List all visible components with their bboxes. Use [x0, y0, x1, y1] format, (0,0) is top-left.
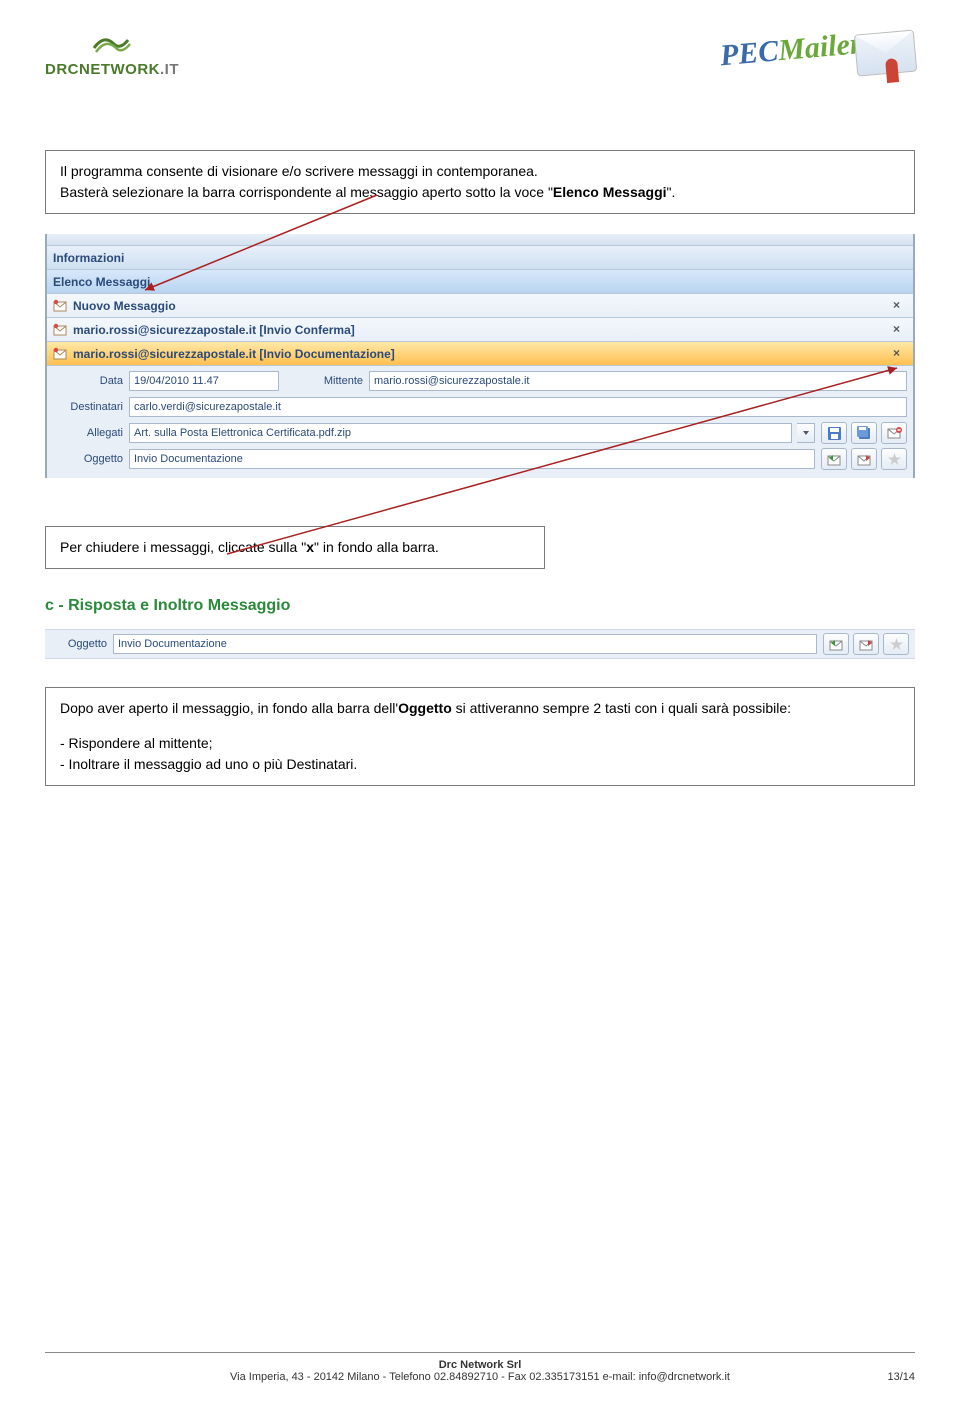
toolbar-strip	[47, 234, 913, 246]
info-box-2: Per chiudere i messaggi, cliccate sulla …	[45, 526, 545, 569]
row-oggetto: Oggetto Invio Documentazione	[47, 446, 913, 472]
close-icon[interactable]: ×	[893, 346, 907, 360]
row-data-mittente: Data 19/04/2010 11.47 Mittente mario.ros…	[47, 368, 913, 394]
field-destinatari: carlo.verdi@sicurezapostale.it	[129, 397, 907, 417]
label-informazioni: Informazioni	[53, 251, 124, 265]
row-destinatari: Destinatari carlo.verdi@sicurezapostale.…	[47, 394, 913, 420]
close-icon[interactable]: ×	[893, 322, 907, 336]
field-oggetto: Invio Documentazione	[129, 449, 815, 469]
label-tab-conferma: mario.rossi@sicurezzapostale.it [Invio C…	[73, 323, 355, 337]
row-informazioni[interactable]: Informazioni	[47, 246, 913, 270]
footer-company: Drc Network Srl	[45, 1359, 915, 1371]
logo-suffix: .IT	[160, 61, 179, 78]
box1-line2c: ".	[667, 184, 676, 200]
box2-b: x	[306, 539, 314, 555]
label-nuovo: Nuovo Messaggio	[73, 299, 176, 313]
page-footer: Drc Network Srl Via Imperia, 43 - 20142 …	[45, 1352, 915, 1383]
field-mittente: mario.rossi@sicurezzapostale.it	[369, 371, 907, 391]
label-tab-doc: mario.rossi@sicurezzapostale.it [Invio D…	[73, 347, 395, 361]
box3-a: Dopo aver aperto il messaggio, in fondo …	[60, 700, 398, 716]
reply-button[interactable]	[821, 448, 847, 470]
logo-text: DRCNETWORK	[45, 61, 160, 78]
oggetto-bar: Oggetto Invio Documentazione	[45, 629, 915, 659]
star-button[interactable]	[881, 448, 907, 470]
box2-a: Per chiudere i messaggi, cliccate sulla …	[60, 539, 306, 555]
box1-line1: Il programma consente di visionare e/o s…	[60, 163, 538, 179]
message-details: Data 19/04/2010 11.47 Mittente mario.ros…	[47, 366, 913, 478]
info-box-1: Il programma consente di visionare e/o s…	[45, 150, 915, 214]
label-destinatari: Destinatari	[53, 401, 123, 413]
pecmailer-logo: PECMailer	[718, 12, 918, 89]
label-oggetto-2: Oggetto	[51, 638, 107, 650]
field-data: 19/04/2010 11.47	[129, 371, 279, 391]
field-oggetto-2: Invio Documentazione	[113, 634, 817, 654]
forward-button[interactable]	[853, 633, 879, 655]
new-message-icon	[53, 299, 67, 313]
save-all-button[interactable]	[851, 422, 877, 444]
box3-c: si attiveranno sempre 2 tasti con i qual…	[452, 700, 791, 716]
logo-mailer: Mailer	[777, 27, 863, 67]
delete-attachment-button[interactable]	[881, 422, 907, 444]
forward-button[interactable]	[851, 448, 877, 470]
logo-pec: PEC	[719, 34, 780, 72]
label-oggetto: Oggetto	[53, 453, 123, 465]
close-icon[interactable]: ×	[893, 298, 907, 312]
mail-panel: Informazioni Elenco Messaggi Nuovo Messa…	[45, 234, 915, 478]
box3-b: Oggetto	[398, 700, 452, 716]
row-tab-conferma[interactable]: mario.rossi@sicurezzapostale.it [Invio C…	[47, 318, 913, 342]
label-elenco: Elenco Messaggi	[53, 275, 150, 289]
box1-line2a: Basterà selezionare la barra corrisponde…	[60, 184, 553, 200]
page-header: DRCNETWORK.IT PECMailer	[45, 20, 915, 120]
box3-bullet1: - Rispondere al mittente;	[60, 735, 213, 751]
star-button[interactable]	[883, 633, 909, 655]
page-number: 13/14	[887, 1371, 915, 1383]
footer-address: Via Imperia, 43 - 20142 Milano - Telefon…	[45, 1371, 915, 1383]
label-allegati: Allegati	[53, 427, 123, 439]
field-allegati: Art. sulla Posta Elettronica Certificata…	[129, 423, 792, 443]
row-tab-documentazione[interactable]: mario.rossi@sicurezzapostale.it [Invio D…	[47, 342, 913, 366]
dropdown-icon[interactable]	[797, 423, 815, 443]
message-icon	[53, 347, 67, 361]
label-data: Data	[53, 375, 123, 387]
logo-swirl-icon	[90, 28, 134, 56]
label-mittente: Mittente	[295, 375, 363, 387]
reply-button[interactable]	[823, 633, 849, 655]
row-allegati: Allegati Art. sulla Posta Elettronica Ce…	[47, 420, 913, 446]
row-nuovo-messaggio[interactable]: Nuovo Messaggio ×	[47, 294, 913, 318]
box1-bold: Elenco Messaggi	[553, 184, 667, 200]
save-button[interactable]	[821, 422, 847, 444]
envelope-icon	[854, 30, 917, 77]
info-box-3: Dopo aver aperto il messaggio, in fondo …	[45, 687, 915, 786]
box2-c: " in fondo alla barra.	[314, 539, 439, 555]
message-icon	[53, 323, 67, 337]
box3-bullet2: - Inoltrare il messaggio ad uno o più De…	[60, 756, 357, 772]
section-c-title: c - Risposta e Inoltro Messaggio	[45, 597, 915, 615]
row-elenco-messaggi[interactable]: Elenco Messaggi	[47, 270, 913, 294]
drcnetwork-logo: DRCNETWORK.IT	[45, 28, 179, 79]
